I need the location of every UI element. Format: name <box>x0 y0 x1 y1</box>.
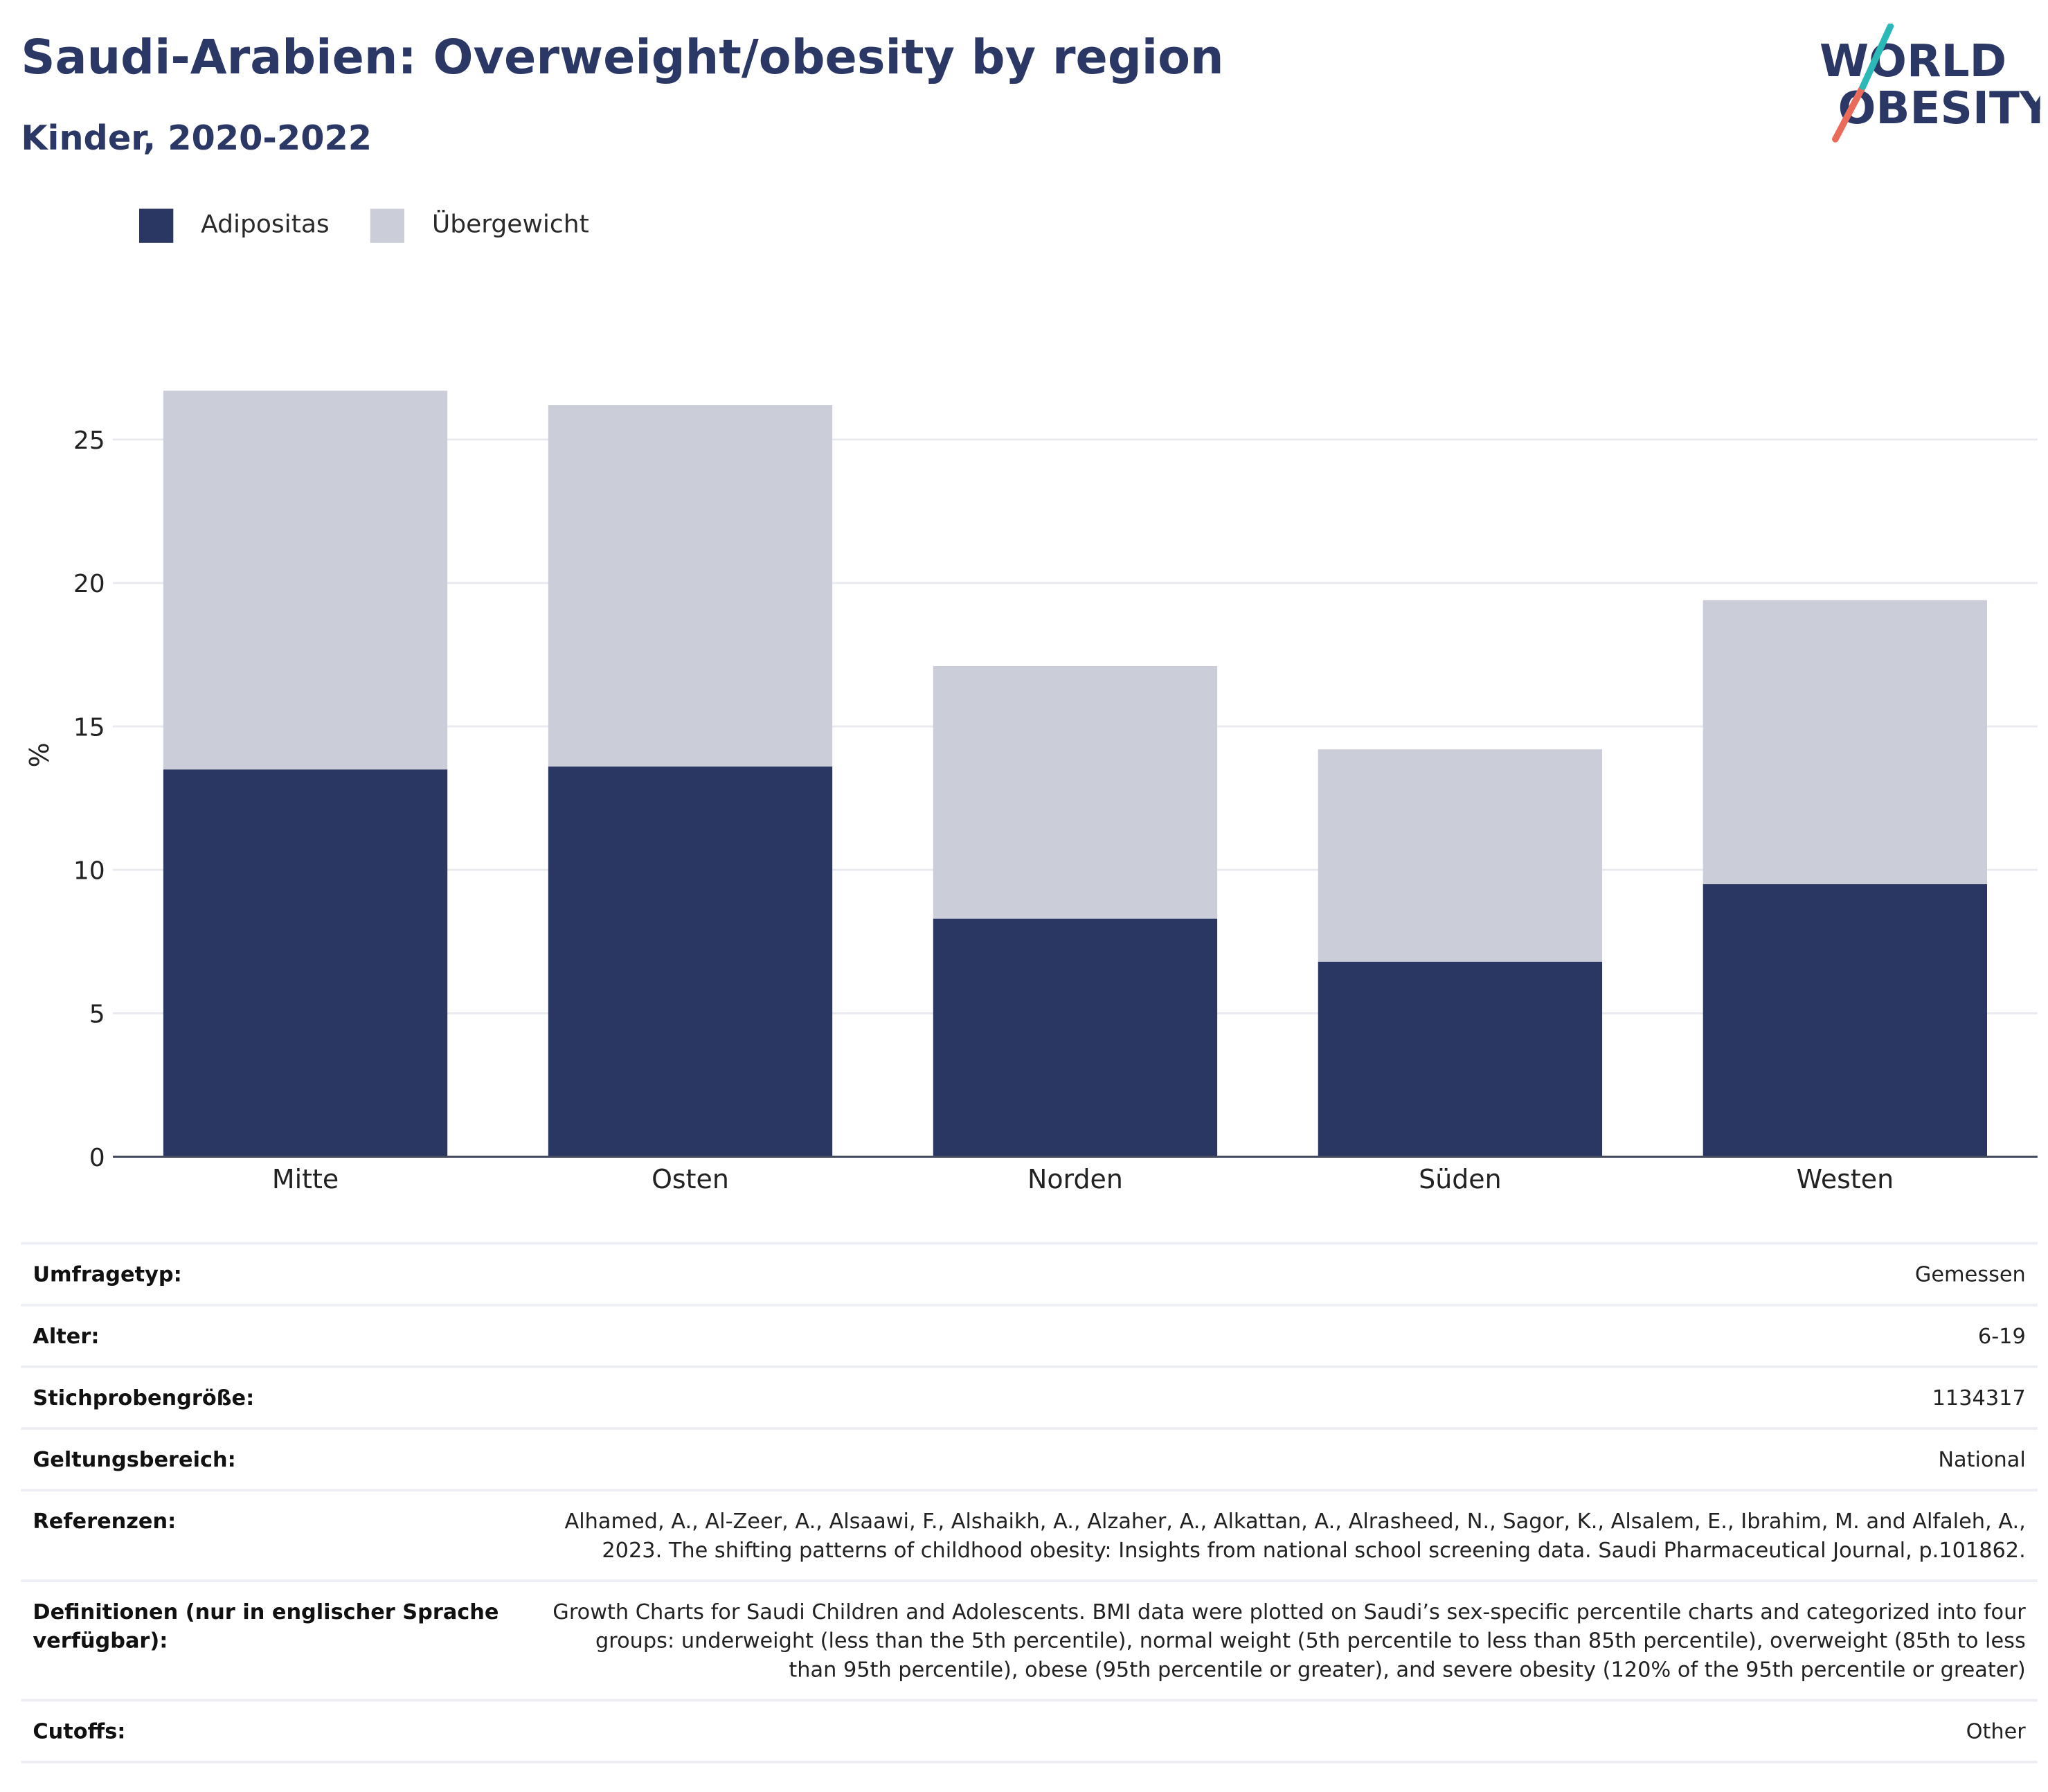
metadata-label: Cutoffs: <box>33 1719 126 1744</box>
y-tick-label: 10 <box>73 857 105 885</box>
metadata-row: Definitionen (nur in englischer Sprache … <box>21 1579 2038 1699</box>
x-tick-label: Osten <box>652 1164 729 1194</box>
metadata-value: 6-19 <box>1977 1323 2026 1349</box>
logo-line1: WORLD <box>1820 35 2006 87</box>
bar-adipositas <box>933 918 1218 1157</box>
bar-uebergewicht <box>1703 600 1988 884</box>
legend-swatch-uebergewicht <box>370 208 405 243</box>
y-tick-label: 25 <box>73 427 105 455</box>
metadata-value: 1134317 <box>1932 1385 2026 1410</box>
metadata-row: Alter: 6-19 <box>21 1303 2038 1365</box>
metadata-label: Referenzen: <box>33 1508 177 1534</box>
x-tick-label: Norden <box>1027 1164 1123 1194</box>
y-tick-label: 20 <box>73 570 105 598</box>
legend-label-uebergewicht: Übergewicht <box>431 210 589 240</box>
x-tick-label: Süden <box>1419 1164 1502 1194</box>
page-title: Saudi-Arabien: Overweight/obesity by reg… <box>21 31 1224 86</box>
metadata-value: Growth Charts for Saudi Children and Ado… <box>553 1599 2026 1682</box>
y-tick-label: 0 <box>89 1144 105 1172</box>
logo-slash-top <box>1859 24 1894 90</box>
metadata-table: Umfragetyp: Gemessen Alter: 6-19 Stichproben… <box>21 1242 2038 1764</box>
metadata-row: Cutoffs: Other <box>21 1699 2038 1764</box>
metadata-label: Definitionen (nur in englischer Sprache … <box>33 1599 499 1654</box>
metadata-value: Alhamed, A., Al-Zeer, A., Alsaawi, F., A… <box>564 1508 2026 1563</box>
metadata-label: Umfragetyp: <box>33 1262 182 1287</box>
bar-adipositas <box>1703 884 1988 1157</box>
metadata-row: Stichprobengröße: 1134317 <box>21 1365 2038 1427</box>
logo-slash-bottom <box>1832 83 1867 143</box>
bar-adipositas <box>163 769 448 1157</box>
page-subtitle: Kinder, 2020-2022 <box>21 119 372 159</box>
x-tick-label: Mitte <box>272 1164 339 1194</box>
bar-chart: 0 5 10 15 20 25 Mitte Osten Norden Süden Westen <box>73 391 2038 1194</box>
world-obesity-logo: WORLD OBESITY <box>1820 24 2040 143</box>
metadata-label: Stichprobengröße: <box>33 1385 255 1410</box>
metadata-row: Geltungsbereich: National <box>21 1427 2038 1489</box>
metadata-row: Referenzen: Alhamed, A., Al-Zeer, A., Als… <box>21 1489 2038 1579</box>
x-tick-label: Westen <box>1797 1164 1894 1194</box>
bar-uebergewicht <box>163 391 448 770</box>
legend-label-adipositas: Adipositas <box>201 210 330 240</box>
bar-adipositas <box>548 767 833 1157</box>
legend-swatch-adipositas <box>138 208 174 243</box>
y-tick-label: 15 <box>73 713 105 742</box>
bar-uebergewicht <box>548 405 833 767</box>
bar-uebergewicht <box>1318 749 1603 962</box>
y-tick-label: 5 <box>89 1001 105 1029</box>
metadata-value: Gemessen <box>1914 1262 2026 1287</box>
bar-uebergewicht <box>933 666 1218 919</box>
metadata-label: Alter: <box>33 1323 100 1349</box>
metadata-row: Umfragetyp: Gemessen <box>21 1242 2038 1304</box>
logo-line2: OBESITY <box>1838 82 2040 134</box>
metadata-label: Geltungsbereich: <box>33 1446 236 1472</box>
bar-adipositas <box>1318 961 1603 1157</box>
metadata-value: National <box>1938 1446 2026 1472</box>
metadata-value: Other <box>1966 1719 2026 1744</box>
